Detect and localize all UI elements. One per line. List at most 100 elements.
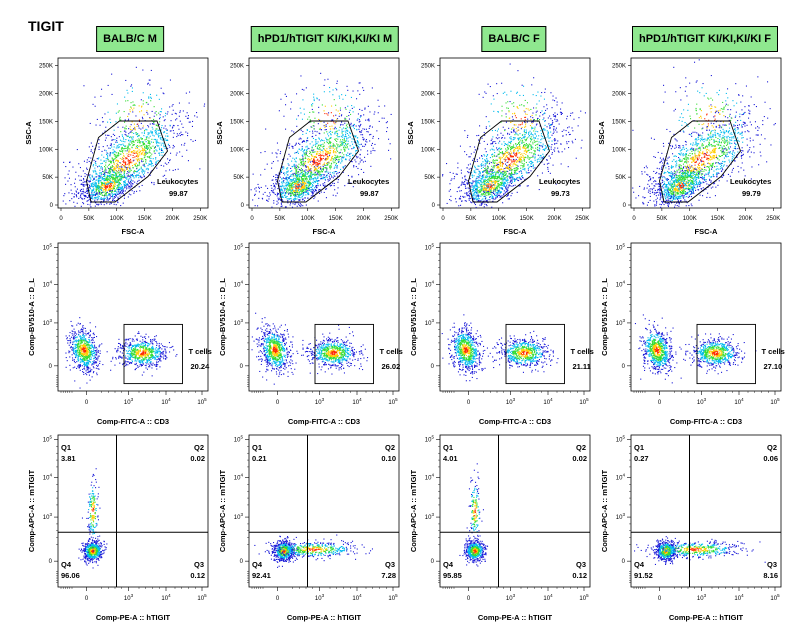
tick-label: 103 xyxy=(43,512,53,521)
tick-label: 0 xyxy=(276,400,280,406)
panel-leukocytes-3: 0 0 50K 50K 100K 100K 150K 150K 200K 200K 250K 250K… xyxy=(406,57,591,236)
gate-percent-label: 99.87 xyxy=(169,189,188,198)
q3-name: Q3 xyxy=(385,560,395,569)
x-axis-label: Comp-PE-A :: hTIGIT xyxy=(287,613,362,622)
gate-name-label: T cells xyxy=(571,347,594,356)
q3-name: Q3 xyxy=(767,560,777,569)
x-tick-label: 0 xyxy=(250,216,254,222)
gate-name-label: T cells xyxy=(380,347,403,356)
q2-value: 0.02 xyxy=(572,454,587,463)
plot-frame xyxy=(57,434,209,588)
tick-label: 104 xyxy=(352,397,362,406)
x-tick-label: 50K xyxy=(466,216,477,222)
panel-leukocytes-2: 0 0 50K 50K 100K 100K 150K 150K 200K 200K 250K 250K… xyxy=(215,57,400,236)
q3-value: 0.12 xyxy=(572,571,587,580)
q4-name: Q4 xyxy=(443,560,454,569)
y-tick-label: 0 xyxy=(241,203,245,209)
tick-label: 103 xyxy=(315,593,325,602)
scatter-points xyxy=(634,314,757,384)
gate-percent-label: 99.73 xyxy=(551,189,570,198)
scatter-points xyxy=(459,463,489,567)
y-axis-label: Comp-APC-A :: mTIGIT xyxy=(218,469,227,552)
scatter-points xyxy=(442,63,586,208)
tick-label: 103 xyxy=(506,593,516,602)
y-tick-label: 100K xyxy=(39,147,53,153)
q3-name: Q3 xyxy=(194,560,204,569)
q4-value: 96.06 xyxy=(61,571,80,580)
tick-label: 105 xyxy=(579,397,589,406)
tick-label: 0 xyxy=(467,400,471,406)
x-tick-label: 50K xyxy=(84,216,95,222)
gate-name-label: T cells xyxy=(189,347,212,356)
gate-name-label: Leukocytes xyxy=(157,177,198,186)
x-tick-label: 250K xyxy=(766,216,780,222)
tick-label: 105 xyxy=(234,435,244,444)
tick-label: 104 xyxy=(734,593,744,602)
x-tick-label: 150K xyxy=(329,216,343,222)
gate-percent-label: 99.87 xyxy=(360,189,379,198)
tick-label: 0 xyxy=(85,596,89,602)
x-tick-label: 200K xyxy=(165,216,179,222)
x-tick-label: 100K xyxy=(683,216,697,222)
tick-label: 105 xyxy=(770,593,780,602)
scatter-points xyxy=(250,72,392,208)
tick-label: 0 xyxy=(431,364,435,370)
x-tick-label: 50K xyxy=(657,216,668,222)
gate-name-label: Leukocytes xyxy=(348,177,389,186)
column-header-ki-f: hPD1/hTIGIT KI/KI,KI/KI F xyxy=(632,26,778,52)
q2-value: 0.06 xyxy=(763,454,778,463)
q2-value: 0.02 xyxy=(190,454,205,463)
gate-percent-label: 21.11 xyxy=(573,362,591,371)
y-tick-label: 0 xyxy=(623,203,627,209)
y-tick-label: 50K xyxy=(424,175,435,181)
y-tick-label: 100K xyxy=(421,147,435,153)
q3-name: Q3 xyxy=(576,560,586,569)
x-axis-label: Comp-PE-A :: hTIGIT xyxy=(96,613,171,622)
column-header-ki-m: hPD1/hTIGIT KI/KI,KI/KI M xyxy=(250,26,400,52)
plot-frame xyxy=(248,242,400,392)
tick-label: 0 xyxy=(467,596,471,602)
q1-value: 3.81 xyxy=(61,454,76,463)
x-tick-label: 0 xyxy=(441,216,445,222)
y-tick-label: 200K xyxy=(421,92,435,98)
x-tick-label: 100K xyxy=(301,216,315,222)
gate-name-label: Leukocytes xyxy=(730,177,771,186)
y-tick-label: 250K xyxy=(421,64,435,70)
tick-label: 0 xyxy=(240,364,244,370)
q4-value: 91.52 xyxy=(634,571,653,580)
q3-value: 8.16 xyxy=(763,571,778,580)
y-axis-label: Comp-BV510-A :: D_L xyxy=(600,278,609,356)
tick-label: 103 xyxy=(697,593,707,602)
gate-name-label: Leukocytes xyxy=(539,177,580,186)
x-axis-label: Comp-FITC-A :: CD3 xyxy=(288,417,360,426)
q2-name: Q2 xyxy=(576,443,586,452)
scatter-points xyxy=(251,312,369,385)
tick-label: 105 xyxy=(234,242,244,251)
leukocyte-gate xyxy=(659,120,742,203)
tick-label: 105 xyxy=(425,242,435,251)
panel-leukocytes-1: 0 0 50K 50K 100K 100K 150K 150K 200K 200K 250K 250K… xyxy=(24,57,209,236)
plot-frame xyxy=(439,57,591,209)
tick-label: 0 xyxy=(431,559,435,565)
tcell-gate xyxy=(505,323,565,385)
x-tick-label: 100K xyxy=(492,216,506,222)
y-axis-label: Comp-BV510-A :: D_L xyxy=(27,278,36,356)
tick-label: 103 xyxy=(124,397,134,406)
x-tick-label: 50K xyxy=(275,216,286,222)
tick-label: 104 xyxy=(616,473,626,482)
q1-value: 0.27 xyxy=(634,454,649,463)
plot-frame xyxy=(57,57,209,209)
y-tick-label: 200K xyxy=(39,92,53,98)
y-tick-label: 150K xyxy=(612,119,626,125)
tcell-gate xyxy=(314,323,374,385)
y-axis-label: Comp-BV510-A :: D_L xyxy=(218,278,227,356)
panel-leukocytes-4: 0 0 50K 50K 100K 100K 150K 150K 200K 200K 250K 250K… xyxy=(597,57,782,236)
y-axis-label: Comp-APC-A :: mTIGIT xyxy=(27,469,36,552)
y-tick-label: 250K xyxy=(612,64,626,70)
tick-label: 0 xyxy=(622,559,626,565)
tick-label: 0 xyxy=(240,559,244,565)
q4-name: Q4 xyxy=(252,560,263,569)
tick-label: 0 xyxy=(276,596,280,602)
